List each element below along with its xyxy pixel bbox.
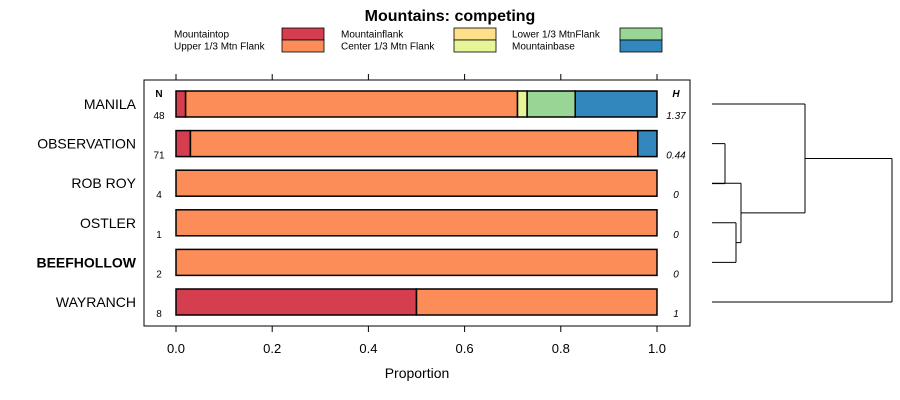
- category-label: OSTLER: [80, 215, 136, 231]
- h-value: 0: [673, 230, 679, 241]
- legend-swatch: [453, 27, 497, 41]
- legend-label: Lower 1/3 MtnFlank: [512, 30, 601, 41]
- h-header: H: [672, 89, 680, 100]
- x-tick-label: 0.0: [167, 341, 185, 356]
- category-label: ROB ROY: [71, 175, 136, 191]
- legend-label: Mountainflank: [341, 30, 404, 41]
- bar-segment: [175, 248, 658, 277]
- legend-swatch: [281, 39, 325, 53]
- bar-segment: [415, 288, 658, 316]
- bar-segment: [516, 90, 528, 118]
- legend-label: Upper 1/3 Mtn Flank: [174, 42, 266, 53]
- x-axis-title: Proportion: [385, 365, 450, 381]
- bar-segment: [175, 288, 418, 316]
- bar-segment: [574, 90, 658, 118]
- dendrogram-branch: [712, 143, 726, 185]
- x-tick-label: 0.2: [263, 341, 281, 356]
- legend-label: Mountainbase: [512, 42, 575, 53]
- x-tick-label: 0.6: [456, 341, 474, 356]
- n-value: 8: [156, 309, 162, 320]
- n-value: 1: [156, 230, 162, 241]
- bar-segment: [175, 209, 658, 237]
- h-value: 0.44: [666, 151, 686, 162]
- x-tick-label: 1.0: [648, 341, 666, 356]
- bars: [175, 90, 658, 316]
- legend-label: Mountaintop: [174, 30, 229, 41]
- bar-segment: [189, 129, 639, 158]
- category-label: WAYRANCH: [56, 294, 136, 310]
- bar-segment: [175, 90, 187, 118]
- n-value: 71: [153, 151, 165, 162]
- n-value: 48: [153, 111, 165, 122]
- legend-swatch: [619, 27, 663, 41]
- h-value: 1.37: [666, 111, 686, 122]
- legend-label: Center 1/3 Mtn Flank: [341, 42, 435, 53]
- category-label: MANILA: [84, 96, 137, 112]
- legend-swatch: [281, 27, 325, 41]
- h-value: 0: [673, 190, 679, 201]
- category-label: BEEFHOLLOW: [36, 254, 136, 270]
- h-value: 1: [673, 309, 679, 320]
- category-label: OBSERVATION: [37, 136, 136, 152]
- legend-swatch: [453, 39, 497, 53]
- h-value: 0: [673, 269, 679, 280]
- dendrogram-branch: [712, 103, 806, 214]
- dendrogram-branch: [712, 157, 893, 303]
- bar-segment: [637, 129, 658, 158]
- plot-frame: [143, 79, 691, 327]
- dendrogram-branch: [712, 182, 742, 244]
- dendrogram: [712, 103, 893, 303]
- bar-segment: [184, 90, 519, 118]
- chart-title: Mountains: competing: [365, 8, 536, 25]
- dendrogram-branch: [712, 222, 737, 263]
- category-labels: MANILA 48 1.37 OBSERVATION 71 0.44 ROB ROY 4 0 OS…: [36, 96, 686, 320]
- x-tick-label: 0.8: [552, 341, 570, 356]
- n-value: 2: [156, 269, 162, 280]
- legend-swatch: [619, 39, 663, 53]
- x-tick-label: 0.4: [359, 341, 377, 356]
- bar-segment: [175, 129, 192, 158]
- n-value: 4: [156, 190, 162, 201]
- bar-segment: [526, 90, 576, 118]
- x-axis: 0.0 0.2 0.4 0.6 0.8 1.0: [167, 74, 666, 356]
- n-header: N: [155, 89, 162, 100]
- bar-segment: [175, 169, 658, 197]
